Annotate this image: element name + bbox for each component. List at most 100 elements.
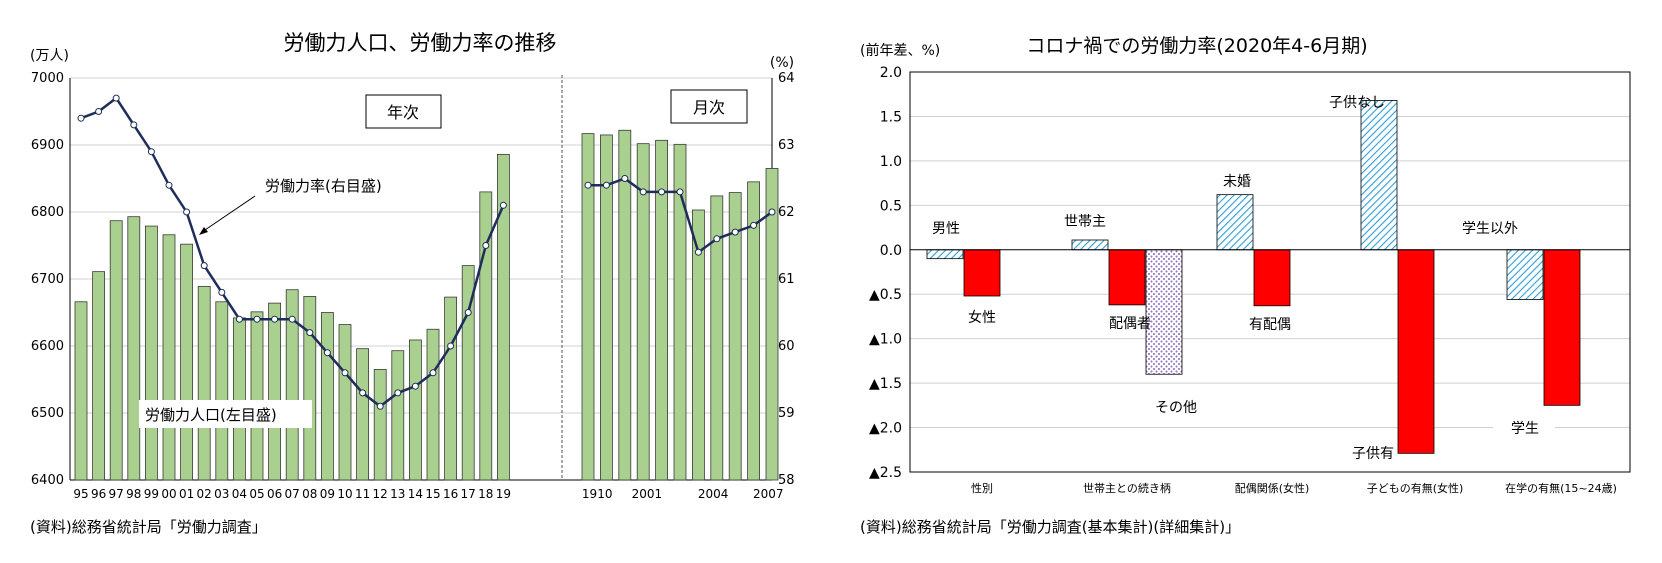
left-x-tick-label: 98 — [126, 487, 141, 501]
category-label: 在学の有無(15~24歳) — [1505, 481, 1617, 495]
left-x-tick-label: 2007 — [753, 487, 784, 501]
rate-point — [411, 382, 419, 390]
rate-point — [376, 402, 384, 410]
bar-label: 女性 — [968, 309, 996, 326]
left-y-tick-label: 6500 — [31, 406, 64, 421]
difference-bar — [1145, 249, 1183, 375]
population-bar — [636, 143, 650, 481]
left-x-tick-label: 00 — [161, 487, 176, 501]
right-source-note: (資料)総務省統計局「労働力調査(基本集計)(詳細集計)」 — [860, 518, 1241, 536]
rate-point — [482, 242, 490, 249]
rate-point — [77, 114, 85, 122]
right-chart-y-tick-label: ▲1.0 — [869, 332, 902, 348]
rate-point — [731, 228, 739, 236]
population-bars — [74, 129, 779, 481]
left-x-tick-label: 02 — [197, 487, 212, 501]
population-bar — [765, 168, 779, 481]
left-x-tick-label: 05 — [249, 487, 264, 501]
population-bar — [444, 296, 458, 481]
rate-line — [77, 94, 776, 410]
right-chart-y-tick-label: 0.5 — [880, 198, 902, 214]
rate-point — [288, 315, 296, 323]
rate-point — [165, 181, 173, 189]
left-x-tick-label: 97 — [109, 487, 124, 501]
right-chart-title: コロナ禍での労働力率(2020年4-6月期) — [1026, 35, 1367, 57]
left-x-tick-label: 1910 — [582, 487, 613, 501]
left-x-tick-label: 10 — [337, 487, 352, 501]
right-axis-unit: (%) — [770, 55, 794, 71]
rate-point — [602, 181, 610, 189]
rate-point — [359, 389, 367, 397]
population-bar — [285, 289, 299, 481]
rate-point — [621, 175, 629, 182]
right-y-ticks: 64 63 62 61 60 59 58 — [778, 71, 795, 488]
left-y-tick-label: 6700 — [31, 272, 64, 287]
left-y-tick-label: 6800 — [31, 205, 64, 220]
left-y-tick-label: 6400 — [31, 473, 64, 488]
left-x-tick-label: 15 — [425, 487, 440, 501]
difference-bar — [1108, 249, 1146, 306]
rate-point — [464, 309, 472, 316]
rate-point — [694, 248, 702, 256]
population-series-label: 労働力人口(左目盛) — [145, 406, 277, 424]
rate-point — [323, 349, 331, 357]
population-bar — [92, 271, 105, 481]
category-label: 子どもの有無(女性) — [1367, 481, 1464, 495]
left-source-note: (資料)総務省統計局「労働力調査」 — [30, 518, 267, 536]
left-x-tick-label: 11 — [355, 487, 370, 501]
annual-label: 年次 — [387, 103, 419, 122]
population-bar — [215, 301, 229, 481]
population-bar — [710, 195, 724, 481]
left-x-tick-label: 01 — [179, 487, 194, 501]
population-bar — [747, 181, 760, 481]
left-x-tick-label: 06 — [267, 487, 282, 501]
rate-point — [253, 315, 261, 323]
left-y-tick-label: 7000 — [31, 71, 64, 86]
left-x-tick-label: 07 — [285, 487, 300, 501]
population-bar — [197, 285, 211, 481]
population-bar — [74, 301, 88, 481]
right-y-tick-label: 64 — [778, 71, 795, 86]
population-bar — [479, 191, 493, 481]
population-bar — [109, 220, 123, 481]
bar-label: 男性 — [932, 221, 960, 237]
right-chart-y-tick-label: ▲2.5 — [869, 465, 902, 481]
monthly-label-box — [670, 89, 748, 124]
left-x-tick-label: 09 — [320, 487, 335, 501]
population-bar — [673, 143, 687, 481]
left-x-tick-label: 95 — [73, 487, 88, 501]
difference-bar — [1216, 194, 1254, 251]
right-y-tick-label: 61 — [778, 272, 795, 287]
population-bar — [618, 129, 632, 481]
right-y-tick-label: 58 — [778, 473, 795, 488]
right-chart-y-ticks: 2.0 1.5 1.0 0.5 0.0 ▲0.5 ▲1.0 ▲1.5 ▲2.0 ▲2.5 — [869, 65, 902, 481]
population-bar — [408, 339, 422, 481]
right-chart-y-tick-label: ▲2.0 — [869, 421, 902, 437]
right-y-tick-label: 63 — [778, 138, 795, 153]
left-axis-unit: (万人) — [30, 48, 69, 64]
category-label: 配偶関係(女性) — [1235, 481, 1310, 495]
population-bar — [127, 216, 141, 481]
left-x-tick-label: 04 — [232, 487, 247, 501]
right-chart-y-tick-label: 1.5 — [880, 109, 902, 125]
difference-bar — [1543, 249, 1581, 406]
category-label: 性別 — [971, 481, 993, 495]
population-bar — [391, 350, 405, 481]
population-bar — [728, 192, 742, 481]
left-x-tick-label: 12 — [373, 487, 388, 501]
difference-bar — [926, 249, 964, 260]
rate-point — [750, 221, 758, 229]
rate-point — [130, 121, 138, 129]
left-x-tick-label: 03 — [214, 487, 229, 501]
bar-label: 子供なし — [1329, 95, 1385, 111]
left-x-tick-label: 16 — [443, 487, 458, 501]
rate-point — [147, 148, 155, 156]
rate-label-arrowhead — [199, 227, 208, 235]
left-x-tick-label: 14 — [408, 487, 423, 501]
rate-point — [183, 208, 191, 216]
bar-label: 学生以外 — [1462, 221, 1518, 237]
bar-label: 学生 — [1511, 421, 1539, 437]
population-bar — [180, 243, 194, 481]
left-x-labels: 95 96 97 98 99 00 01 02 03 04 05 06 07 08 09 10 11 12 13 14… — [73, 487, 783, 501]
left-x-tick-label: 13 — [390, 487, 405, 501]
